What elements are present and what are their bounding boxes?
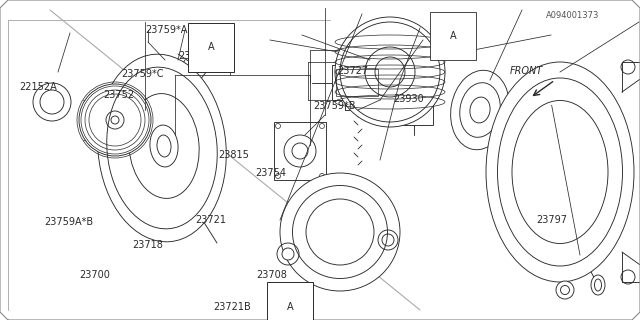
Ellipse shape xyxy=(129,94,199,198)
Text: 23727: 23727 xyxy=(337,66,368,76)
Ellipse shape xyxy=(368,66,380,78)
Text: 23815: 23815 xyxy=(218,149,249,160)
Ellipse shape xyxy=(282,248,294,260)
Text: 23721: 23721 xyxy=(196,215,227,225)
Ellipse shape xyxy=(595,279,602,291)
Ellipse shape xyxy=(306,199,374,265)
Text: 22152A: 22152A xyxy=(20,82,57,92)
Bar xyxy=(395,97,433,125)
Ellipse shape xyxy=(335,17,445,127)
Text: 23718: 23718 xyxy=(132,240,163,250)
Ellipse shape xyxy=(79,84,151,156)
Ellipse shape xyxy=(561,285,570,294)
Text: 23754: 23754 xyxy=(255,168,286,178)
Text: 23759*A: 23759*A xyxy=(145,25,188,36)
Text: 23700: 23700 xyxy=(79,269,110,280)
Bar xyxy=(336,69,378,96)
Ellipse shape xyxy=(460,83,500,137)
Text: 23797: 23797 xyxy=(536,215,567,225)
Text: 23721B: 23721B xyxy=(213,301,250,312)
Ellipse shape xyxy=(40,90,64,114)
Ellipse shape xyxy=(451,70,509,150)
Ellipse shape xyxy=(33,83,71,121)
Text: FRONT: FRONT xyxy=(510,66,543,76)
Ellipse shape xyxy=(319,124,324,129)
Ellipse shape xyxy=(591,275,605,295)
Text: 23759*C: 23759*C xyxy=(121,69,163,79)
Ellipse shape xyxy=(213,49,223,59)
Text: A: A xyxy=(208,42,214,52)
Text: 23752: 23752 xyxy=(103,90,134,100)
Ellipse shape xyxy=(98,54,227,242)
Text: A: A xyxy=(450,31,456,41)
Text: 23708: 23708 xyxy=(257,269,287,280)
Text: 23930: 23930 xyxy=(394,94,424,104)
Ellipse shape xyxy=(382,234,394,246)
Text: 23759*B: 23759*B xyxy=(313,100,355,111)
Ellipse shape xyxy=(319,173,324,179)
Text: A: A xyxy=(287,301,293,312)
Bar xyxy=(332,65,382,100)
Ellipse shape xyxy=(280,173,400,291)
Ellipse shape xyxy=(371,69,377,75)
Ellipse shape xyxy=(556,281,574,299)
Ellipse shape xyxy=(275,124,280,129)
Text: 23712: 23712 xyxy=(178,51,209,61)
Ellipse shape xyxy=(512,100,608,244)
FancyBboxPatch shape xyxy=(274,122,326,180)
Ellipse shape xyxy=(275,173,280,179)
Text: A094001373: A094001373 xyxy=(546,11,600,20)
Text: 23759A*B: 23759A*B xyxy=(45,217,93,228)
Ellipse shape xyxy=(486,62,634,282)
